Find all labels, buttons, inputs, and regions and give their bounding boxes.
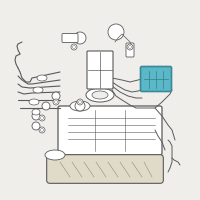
Circle shape [39,115,45,121]
FancyBboxPatch shape [47,155,163,183]
Ellipse shape [32,109,40,115]
Ellipse shape [37,75,47,81]
Ellipse shape [86,88,114,102]
Circle shape [77,99,83,105]
FancyBboxPatch shape [62,33,78,43]
Circle shape [127,44,133,50]
Circle shape [108,24,124,40]
FancyBboxPatch shape [58,106,162,155]
Circle shape [42,102,50,110]
Ellipse shape [45,150,65,160]
Circle shape [39,127,45,133]
Ellipse shape [92,91,108,99]
FancyBboxPatch shape [87,51,113,89]
Circle shape [71,44,77,50]
Circle shape [74,32,86,44]
Circle shape [53,99,59,105]
Circle shape [32,122,40,130]
Circle shape [52,92,60,100]
FancyBboxPatch shape [126,43,134,57]
Ellipse shape [33,87,43,93]
FancyBboxPatch shape [140,66,172,92]
Ellipse shape [29,99,39,105]
Circle shape [32,112,40,120]
Ellipse shape [70,101,90,111]
Circle shape [75,101,85,111]
